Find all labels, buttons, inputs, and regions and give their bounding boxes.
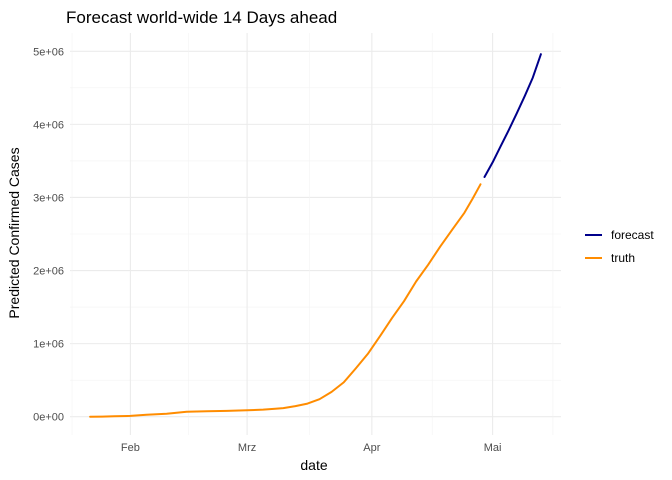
y-tick-label: 4e+06 bbox=[33, 119, 64, 131]
y-axis-title: Predicted Confirmed Cases bbox=[6, 147, 22, 318]
x-tick-label: Feb bbox=[121, 442, 140, 454]
y-tick-label: 2e+06 bbox=[33, 266, 64, 278]
legend-label-truth: truth bbox=[611, 251, 635, 265]
y-tick-label: 5e+06 bbox=[33, 46, 64, 58]
legend-label-forecast: forecast bbox=[611, 228, 654, 242]
legend: forecast truth bbox=[585, 228, 654, 265]
chart-title: Forecast world-wide 14 Days ahead bbox=[66, 8, 337, 27]
x-tick-labels: Feb Mrz Apr Mai bbox=[121, 442, 502, 454]
series-line-forecast bbox=[483, 53, 542, 178]
x-tick-label: Mai bbox=[484, 442, 502, 454]
y-tick-label: 3e+06 bbox=[33, 192, 64, 204]
x-tick-label: Apr bbox=[363, 442, 380, 454]
x-axis-title: date bbox=[300, 457, 327, 473]
series-layer bbox=[89, 53, 542, 418]
x-tick-label: Mrz bbox=[238, 442, 256, 454]
grid-lines bbox=[70, 33, 561, 435]
y-tick-labels: 0e+00 1e+06 2e+06 3e+06 4e+06 5e+06 bbox=[33, 46, 64, 423]
series-line-truth bbox=[89, 183, 482, 418]
y-tick-label: 0e+00 bbox=[33, 412, 64, 424]
y-tick-label: 1e+06 bbox=[33, 339, 64, 351]
